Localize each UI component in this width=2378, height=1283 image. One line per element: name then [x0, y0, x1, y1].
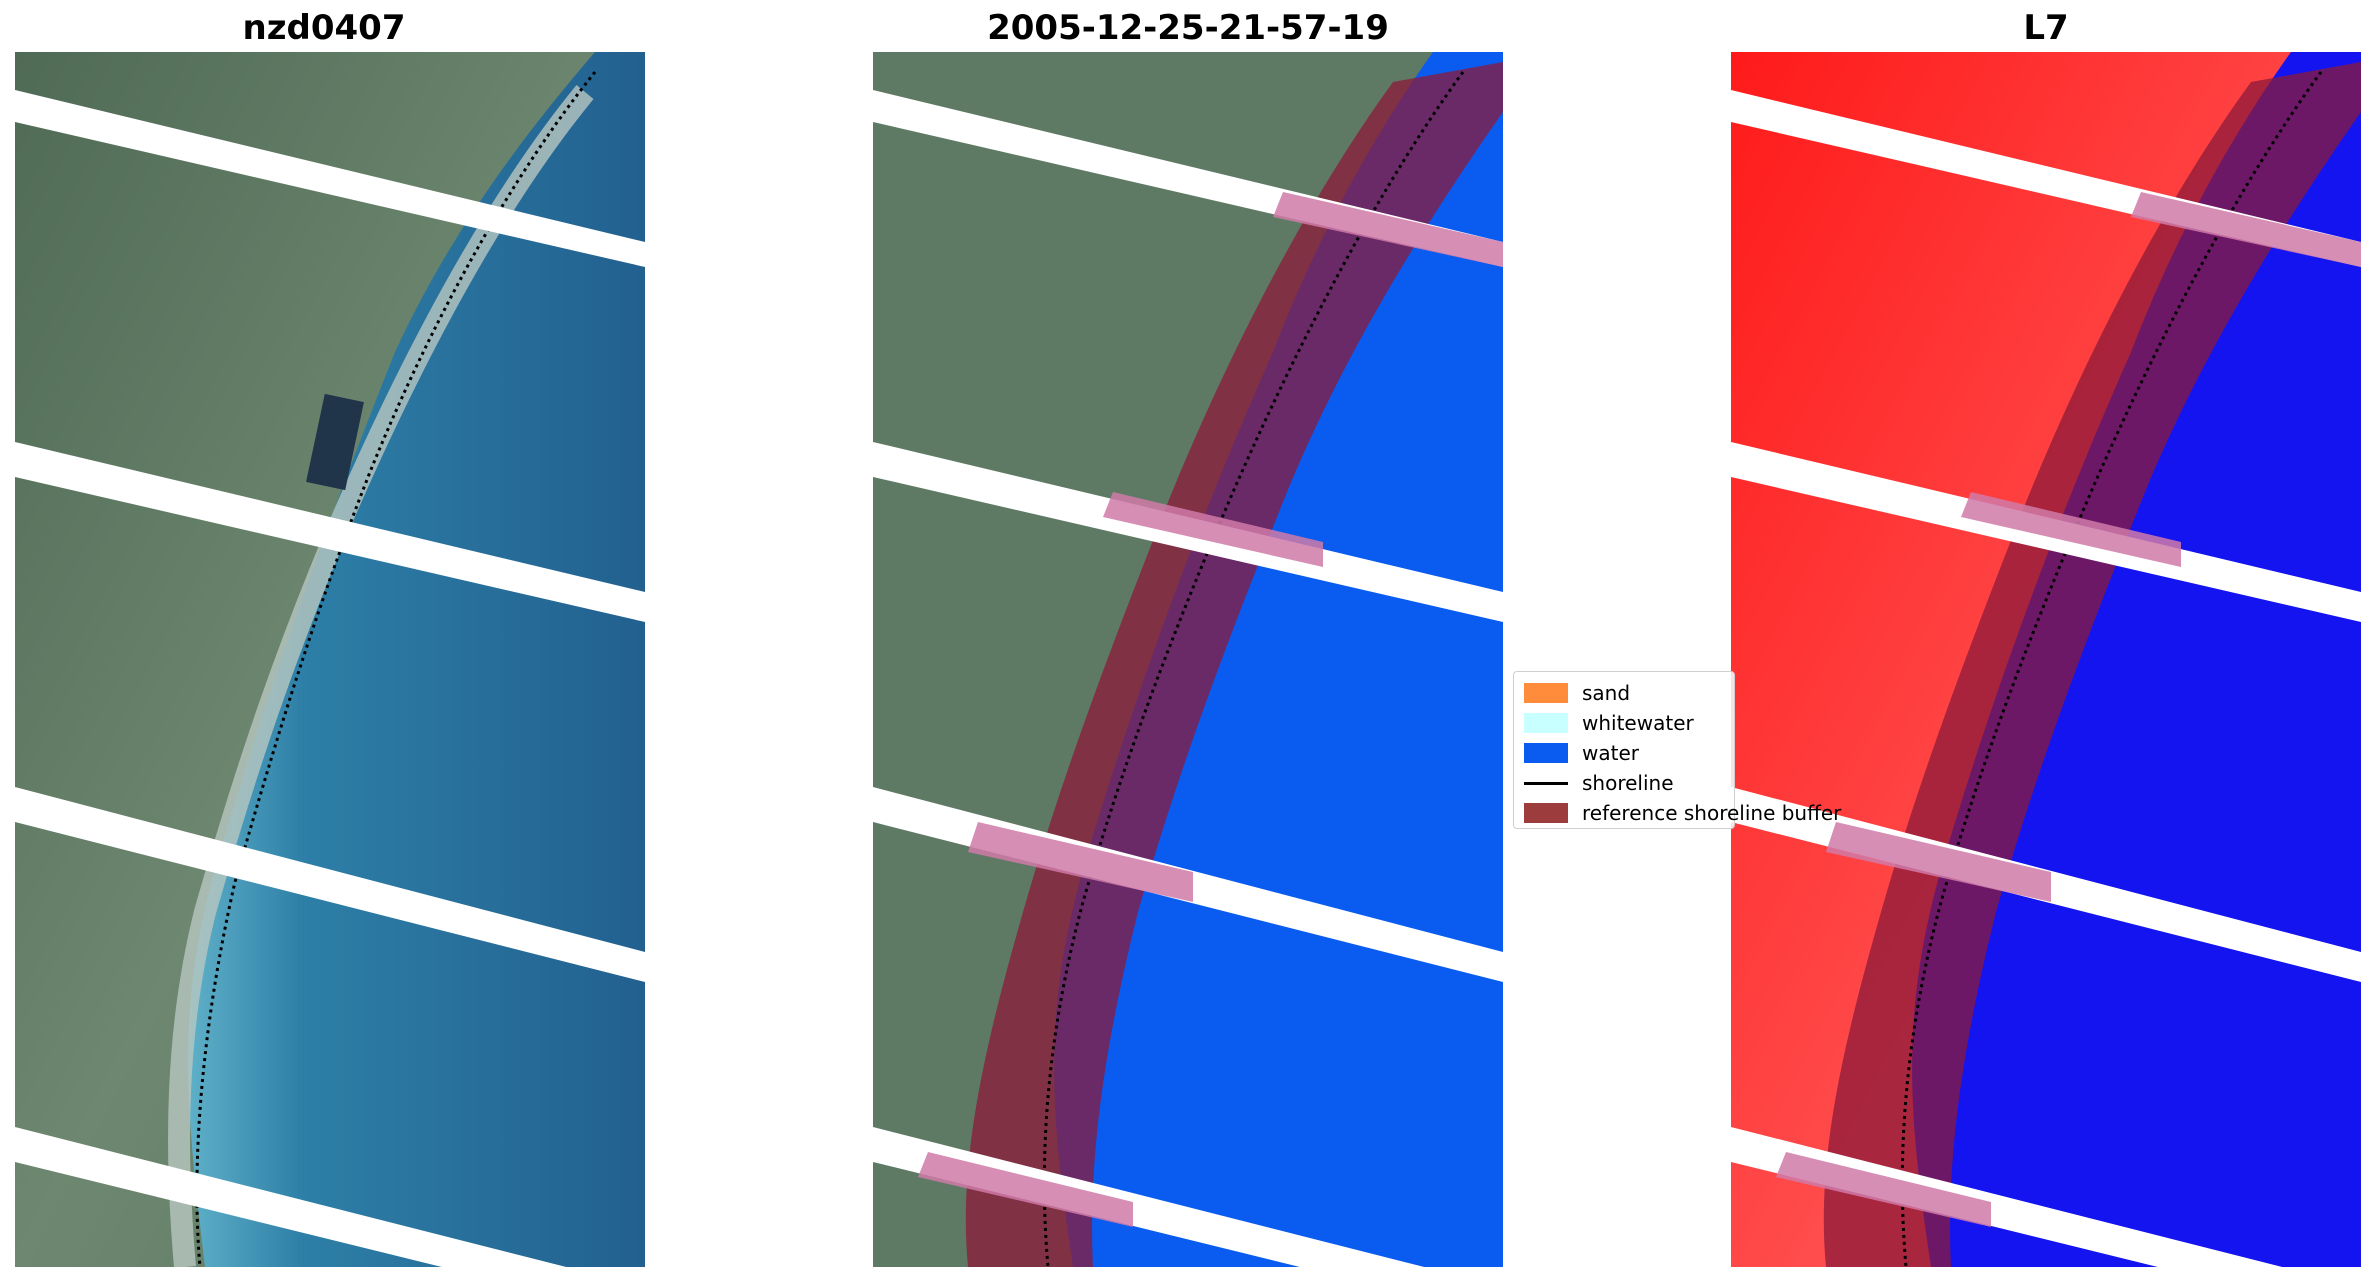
buffer-swatch: [1524, 803, 1568, 823]
index-image-panel: [1731, 52, 2361, 1267]
legend-item-sand: sand: [1524, 681, 1630, 705]
legend-item-whitewater: whitewater: [1524, 711, 1694, 735]
classified-image: [873, 52, 1503, 1267]
rgb-image: [15, 52, 645, 1267]
classified-image-panel: [873, 52, 1503, 1267]
sand-swatch: [1524, 683, 1568, 703]
index-image: [1731, 52, 2361, 1267]
panel-title-2: 2005-12-25-21-57-19: [987, 8, 1389, 48]
legend-label: water: [1582, 741, 1639, 765]
legend-item-reference-buffer: reference shoreline buffer: [1524, 801, 1841, 825]
panel-title-3: L7: [2023, 8, 2069, 48]
whitewater-swatch: [1524, 713, 1568, 733]
legend-label: shoreline: [1582, 771, 1674, 795]
legend-label: whitewater: [1582, 711, 1694, 735]
water-swatch: [1524, 743, 1568, 763]
legend-item-water: water: [1524, 741, 1639, 765]
legend-label: sand: [1582, 681, 1631, 705]
legend-label: reference shoreline buffer: [1582, 801, 1842, 825]
legend: sand whitewater water shoreline referenc…: [1513, 671, 1841, 829]
legend-item-shoreline: shoreline: [1524, 771, 1674, 795]
panel-title-1: nzd0407: [242, 8, 406, 48]
shoreline-line-swatch: [1524, 781, 1568, 785]
rgb-image-panel: [15, 52, 645, 1267]
